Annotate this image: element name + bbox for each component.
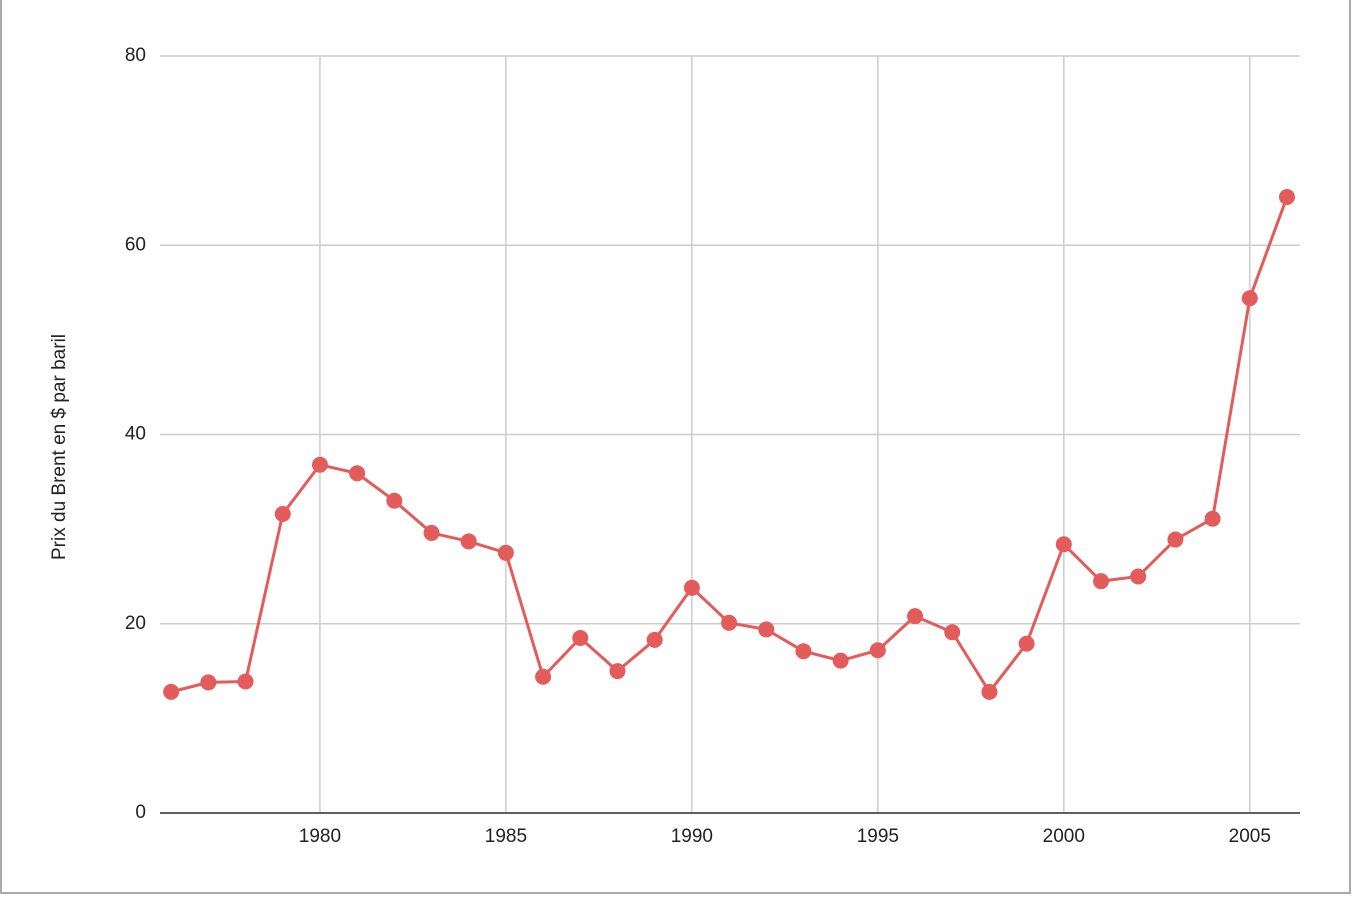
point [721, 614, 738, 631]
point [795, 643, 812, 660]
y-tick-label: 20 [125, 613, 146, 634]
y-tick-label: 40 [125, 424, 146, 445]
point [869, 642, 886, 659]
point [349, 465, 366, 482]
point [907, 608, 924, 625]
point [311, 456, 328, 473]
point [274, 505, 291, 522]
x-tick-label: 2000 [1043, 826, 1085, 847]
point [1093, 573, 1110, 590]
point [1018, 635, 1035, 652]
point [944, 624, 961, 641]
point [497, 544, 514, 561]
point [609, 663, 626, 680]
point [200, 674, 217, 691]
point [386, 492, 403, 509]
point [572, 629, 589, 646]
point [1204, 510, 1221, 527]
point [832, 652, 849, 669]
y-axis-label: Prix du Brent en $ par baril [49, 334, 70, 560]
x-tick-label: 1980 [299, 826, 341, 847]
point [758, 621, 775, 638]
x-tick-label: 1995 [857, 826, 899, 847]
point [1241, 290, 1258, 307]
point [1278, 188, 1295, 205]
point [981, 683, 998, 700]
point [646, 631, 663, 648]
point [1055, 536, 1072, 553]
point [460, 533, 477, 550]
y-tick-label: 0 [135, 802, 146, 823]
point [163, 683, 180, 700]
x-tick-label: 1985 [485, 826, 527, 847]
y-tick-label: 80 [125, 45, 146, 66]
y-tick-label: 60 [125, 234, 146, 255]
point [535, 668, 552, 685]
x-tick-label: 1990 [671, 826, 713, 847]
point [237, 673, 254, 690]
point [683, 579, 700, 596]
point [423, 524, 440, 541]
point [1167, 531, 1184, 548]
x-tick-label: 2005 [1229, 826, 1271, 847]
point [1130, 568, 1147, 585]
